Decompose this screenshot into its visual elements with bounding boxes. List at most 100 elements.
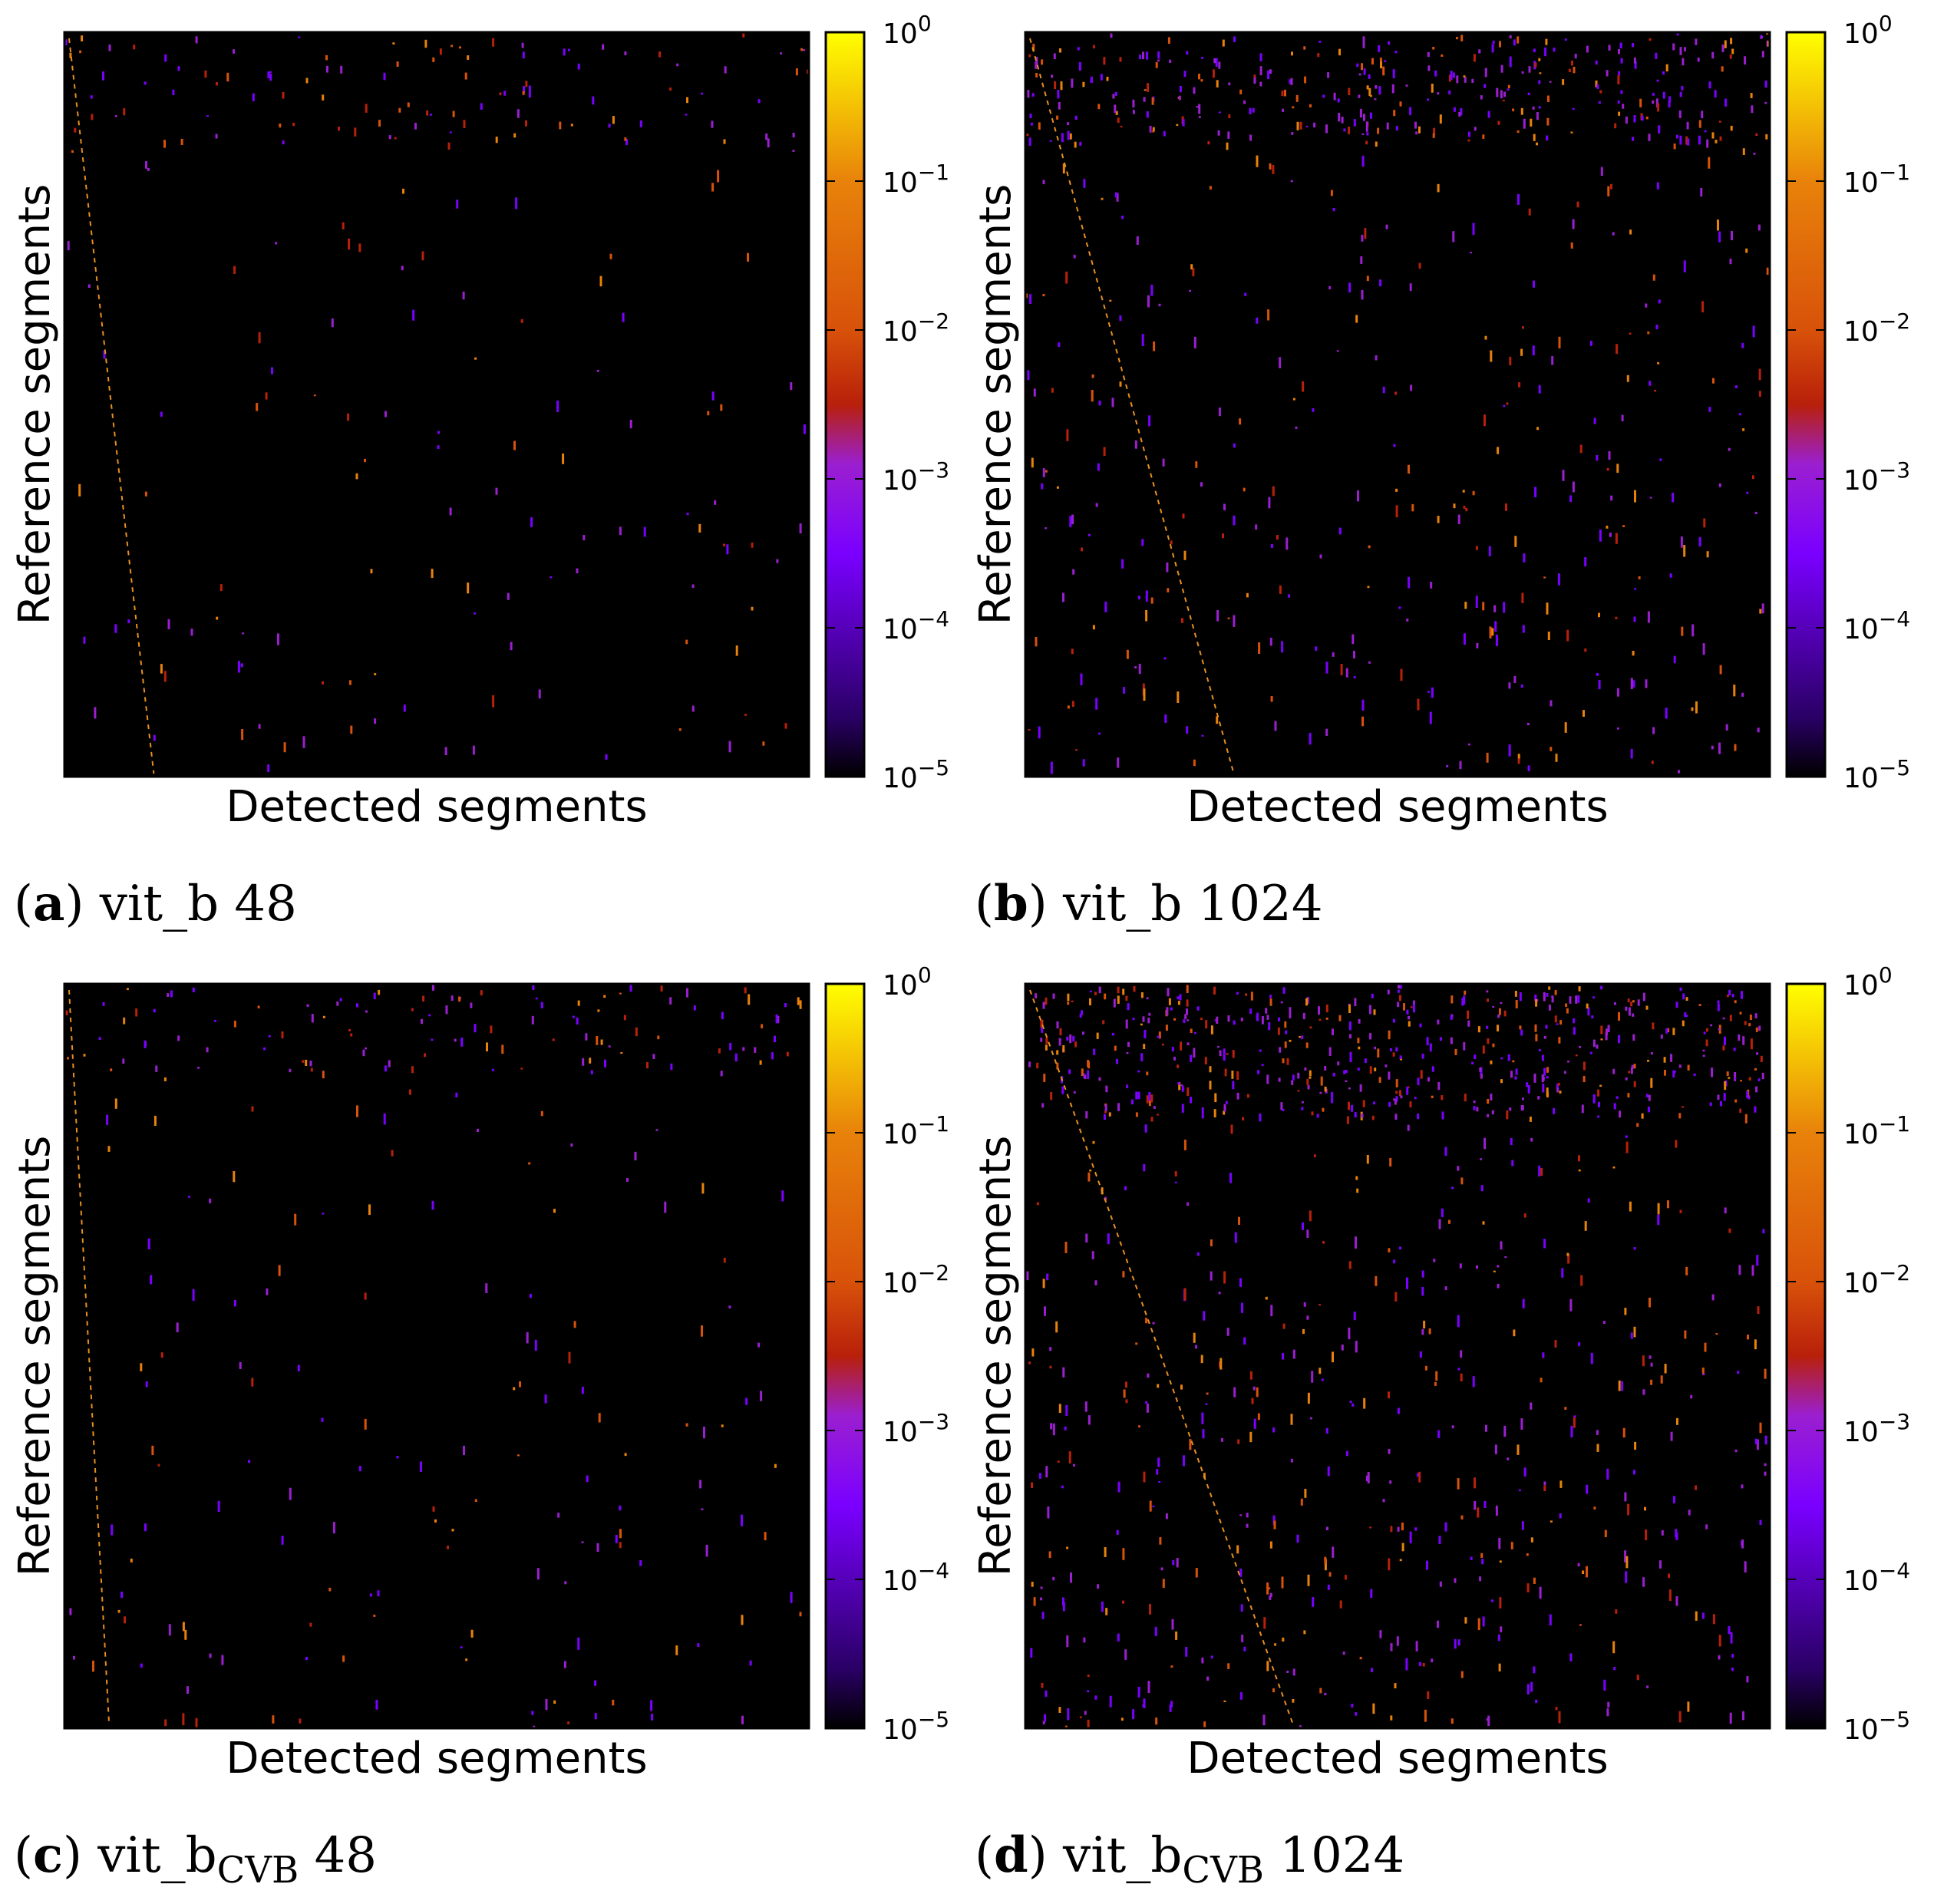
heatmap-cell	[355, 473, 358, 480]
heatmap-cell	[1559, 1020, 1563, 1025]
heatmap-cell	[1272, 486, 1275, 497]
heatmap-cell	[1508, 682, 1511, 689]
heatmap-cell	[1675, 1596, 1678, 1606]
heatmap-cell	[664, 1201, 667, 1213]
heatmap-cell	[1278, 1017, 1281, 1021]
heatmap-cell	[1356, 63, 1359, 68]
heatmap-cell	[1709, 1102, 1712, 1107]
heatmap-cell	[1061, 1086, 1064, 1094]
heatmap-cell	[1718, 483, 1721, 487]
heatmap-cell	[1712, 1614, 1715, 1625]
heatmap-cell	[1559, 1513, 1562, 1519]
heatmap-cell	[1432, 133, 1435, 138]
heatmap-cell	[1312, 1597, 1315, 1607]
heatmap-cell	[1618, 48, 1620, 54]
heatmap-cell	[1504, 1256, 1507, 1259]
heatmap-cell	[1056, 1050, 1059, 1055]
heatmap-cell	[792, 150, 795, 152]
heatmap-cell	[1665, 64, 1668, 72]
heatmap-cell	[1460, 1350, 1463, 1358]
heatmap-cell	[1050, 761, 1053, 774]
heatmap-cell	[1137, 596, 1140, 599]
heatmap-cell	[1300, 1498, 1303, 1506]
heatmap-cell	[1393, 1098, 1396, 1100]
heatmap-cell	[1103, 1114, 1106, 1120]
heatmap-cell	[1332, 652, 1335, 657]
heatmap-cell	[1186, 1202, 1190, 1206]
heatmap-cell	[1272, 1427, 1276, 1433]
heatmap-cell	[590, 1070, 593, 1074]
heatmap-cell	[1058, 342, 1061, 347]
heatmap-cell	[697, 1643, 700, 1648]
heatmap-cell	[1738, 1265, 1741, 1275]
heatmap-cell	[368, 1204, 371, 1216]
caption-b: (b) vit_b 1024	[975, 875, 1323, 932]
heatmap-cell	[127, 619, 130, 624]
heatmap-cell	[1758, 368, 1761, 381]
heatmap-cell	[1491, 1110, 1494, 1115]
heatmap-cell	[1624, 1308, 1627, 1315]
heatmap-cell	[1353, 1312, 1356, 1321]
heatmap-cell	[1365, 1475, 1368, 1482]
heatmap-cell	[799, 1612, 802, 1617]
heatmap-cell	[1520, 1105, 1523, 1111]
heatmap-cell	[1457, 1368, 1460, 1371]
heatmap-cell	[1492, 1005, 1495, 1008]
heatmap-cell	[1473, 1100, 1476, 1104]
heatmap-cell	[1571, 61, 1573, 66]
heatmap-cell	[122, 1058, 125, 1064]
heatmap-cell	[144, 491, 147, 497]
heatmap-cell	[1274, 1643, 1277, 1646]
heatmap-cell	[1122, 988, 1125, 995]
heatmap-cell	[1359, 1084, 1362, 1092]
heatmap-cell	[1746, 1676, 1749, 1683]
heatmap-cell	[1267, 309, 1270, 321]
heatmap-cell	[467, 55, 470, 60]
heatmap-cell	[1429, 711, 1432, 724]
heatmap-cell	[1244, 292, 1247, 296]
heatmap-cell	[576, 568, 579, 573]
heatmap-cell	[1047, 1506, 1050, 1519]
heatmap-cell	[1535, 1699, 1538, 1704]
heatmap-cell	[1490, 350, 1493, 362]
heatmap-cell	[1724, 1036, 1726, 1045]
heatmap-cell	[1499, 41, 1501, 48]
heatmap-cell	[1306, 1315, 1309, 1320]
heatmap-cell	[1460, 107, 1463, 116]
heatmap-cell	[596, 1036, 599, 1045]
heatmap-cell	[1180, 1084, 1183, 1087]
heatmap-cell	[1599, 1084, 1602, 1087]
colorbar-tick-label: 10−4	[883, 1558, 949, 1597]
heatmap-cell	[1431, 1066, 1434, 1072]
heatmap-cell	[1087, 1060, 1090, 1067]
heatmap-cell	[1476, 1107, 1479, 1112]
heatmap-cell	[1421, 1328, 1424, 1335]
heatmap-cell	[1458, 111, 1461, 117]
heatmap-cell	[1457, 1639, 1460, 1646]
heatmap-cell	[1741, 1484, 1744, 1489]
heatmap-cell	[1403, 1003, 1405, 1011]
heatmap-cell	[1226, 1328, 1229, 1336]
heatmap-cell	[431, 1200, 434, 1210]
heatmap-cell	[1210, 1239, 1213, 1246]
heatmap-cell	[1543, 1481, 1546, 1486]
colorbar-tick-label: 10−2	[1843, 309, 1910, 348]
heatmap-cell	[1497, 1283, 1500, 1289]
heatmap-cell	[1565, 1003, 1568, 1008]
heatmap-cell	[1526, 1553, 1529, 1556]
heatmap-cell	[1512, 1060, 1515, 1063]
heatmap-cell	[1255, 524, 1258, 530]
heatmap-cell	[1664, 1070, 1666, 1076]
heatmap-cell	[533, 1725, 536, 1727]
heatmap-cell	[1225, 1100, 1228, 1104]
heatmap-cell	[1428, 1328, 1431, 1335]
heatmap-cell	[1363, 114, 1365, 121]
heatmap-cell	[1042, 1279, 1045, 1289]
heatmap-cell	[1596, 672, 1599, 676]
heatmap-cell	[1246, 1513, 1249, 1518]
heatmap-cell	[1595, 60, 1598, 65]
heatmap-cell	[180, 138, 183, 145]
heatmap-cell	[1522, 1298, 1525, 1308]
heatmap-cell	[1206, 1676, 1210, 1681]
heatmap-cell	[570, 1143, 573, 1147]
